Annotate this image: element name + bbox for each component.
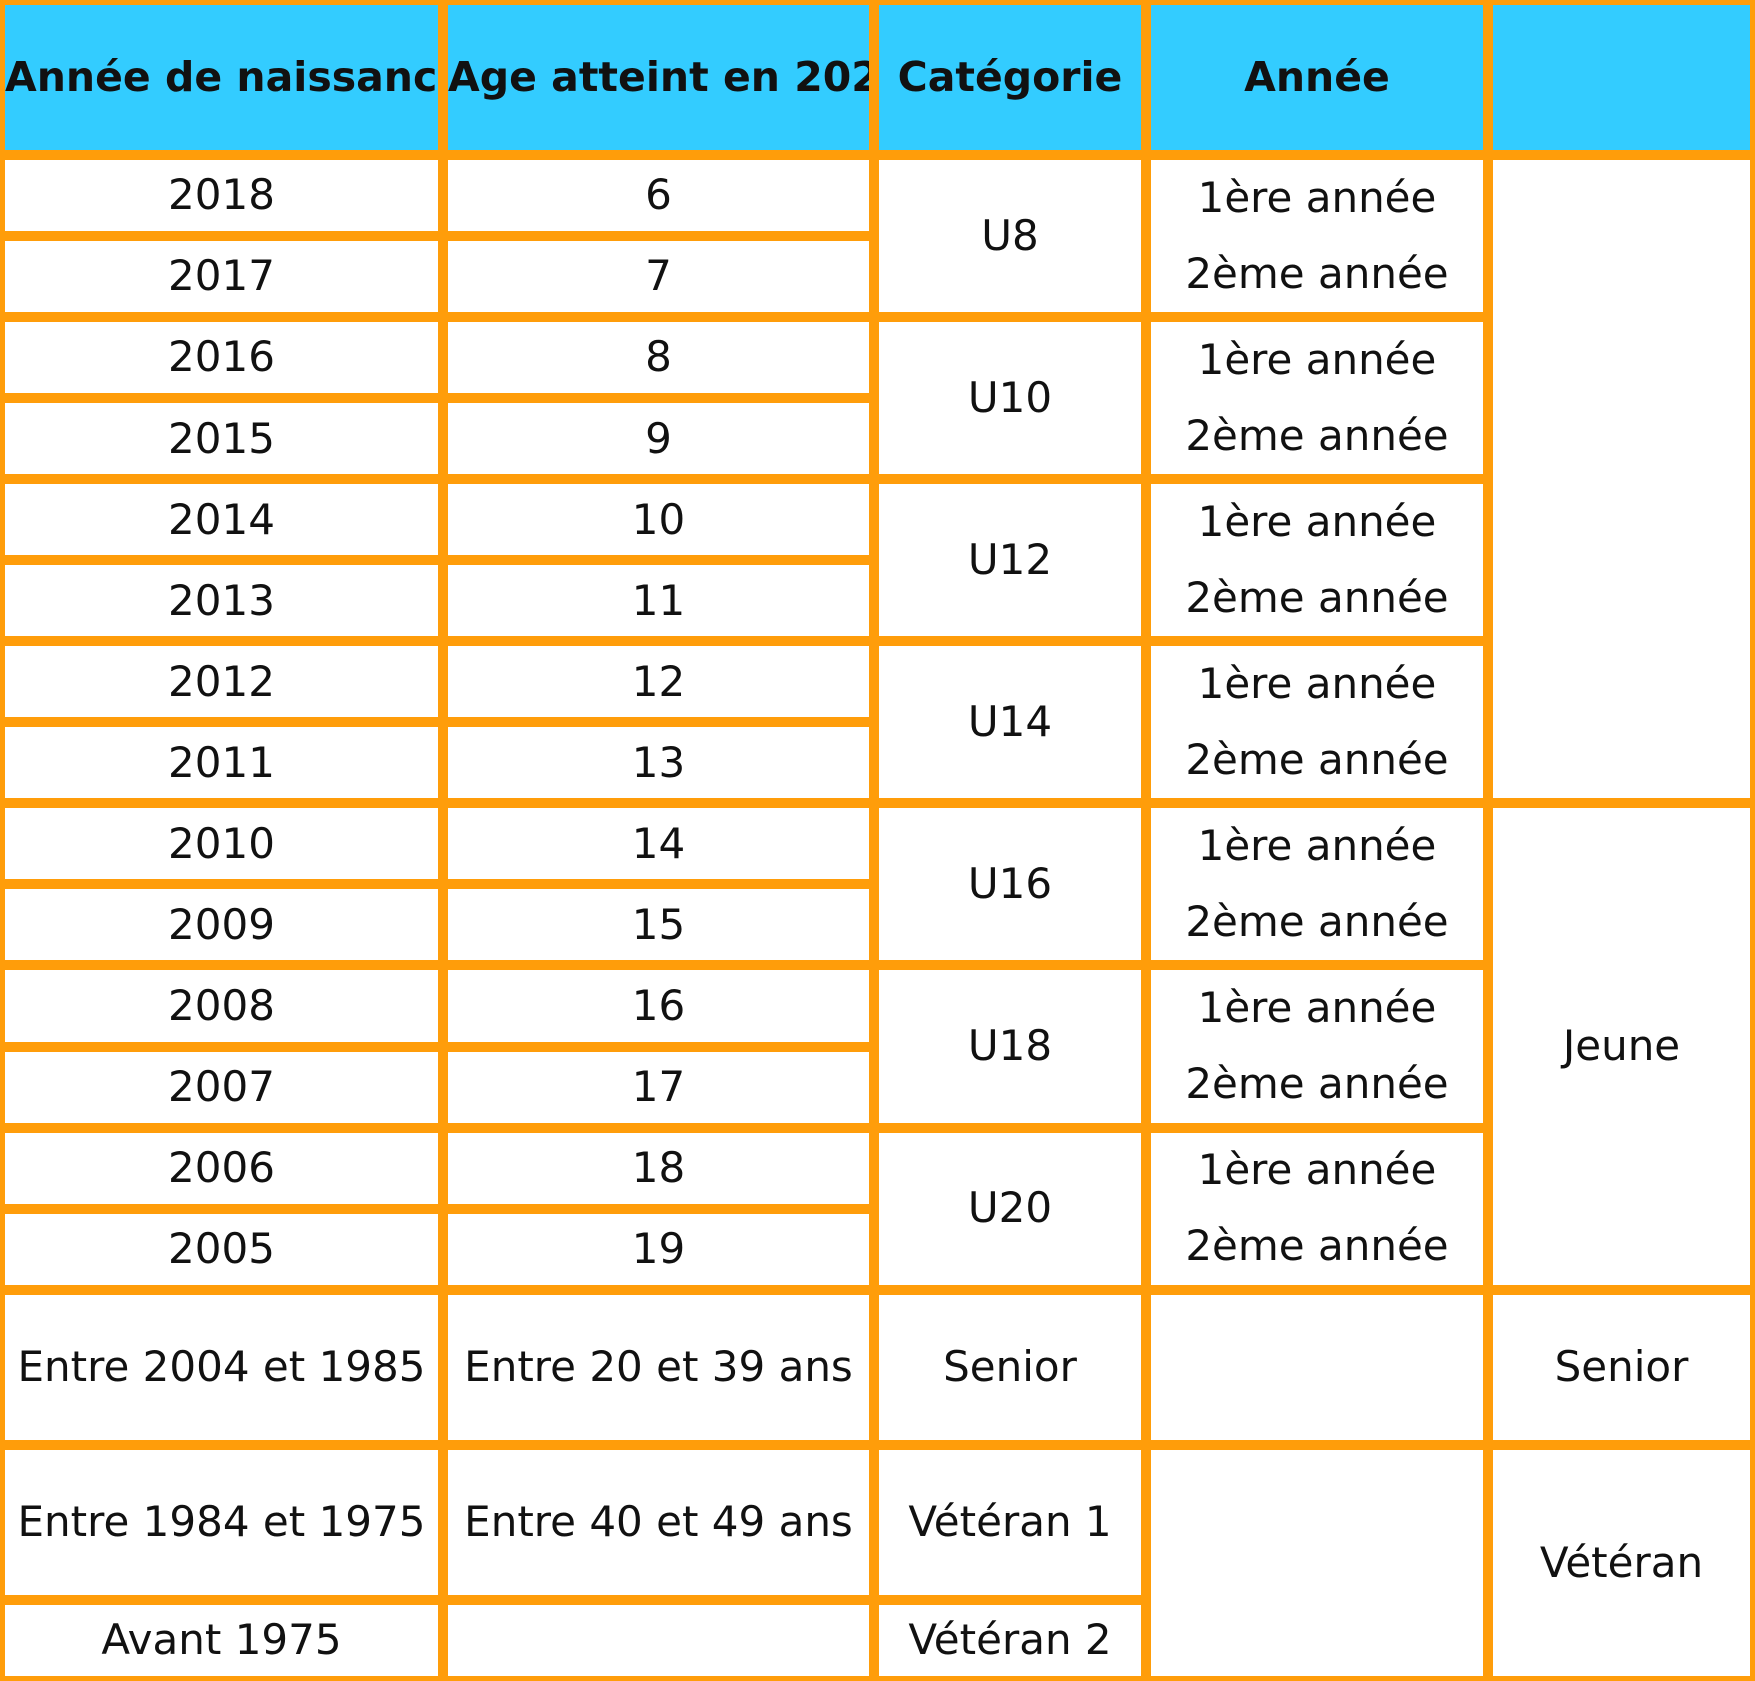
birth-year-cell: 2006 [0, 1127, 443, 1209]
category-cell-u20: U20 [874, 1127, 1146, 1290]
year-second-label: 2ème année [1185, 411, 1449, 461]
year-first-label: 1ère année [1197, 659, 1437, 709]
year-cell: 1ère année 2ème année [1146, 965, 1488, 1128]
birth-year-cell: 2016 [0, 317, 443, 399]
age-cell: 7 [443, 236, 874, 318]
birth-year-cell: 2014 [0, 479, 443, 561]
header-category: Catégorie [874, 0, 1146, 155]
year-second-label: 2ème année [1185, 735, 1449, 785]
group-cell-jeune: Jeune [1488, 803, 1755, 1290]
table-row: 2013 11 [0, 560, 1755, 642]
birth-year-cell: Entre 1984 et 1975 [0, 1444, 443, 1600]
table-row: 2014 10 U12 1ère année 2ème année [0, 479, 1755, 642]
veteran1-row: Entre 1984 et 1975 Entre 40 et 49 ans Vé… [0, 1444, 1755, 1681]
table-row: 2011 13 [0, 722, 1755, 804]
birth-year-cell: 2005 [0, 1208, 443, 1290]
category-cell-u18: U18 [874, 965, 1146, 1128]
group-cell-veteran: Vétéran [1488, 1444, 1755, 1681]
table-row: 2009 15 [0, 884, 1755, 966]
birth-year-cell: 2018 [0, 155, 443, 237]
table-row: 2012 12 U14 1ère année 2ème année [0, 641, 1755, 804]
year-second-label: 2ème année [1185, 1221, 1449, 1271]
year-cell: 1ère année 2ème année [1146, 641, 1488, 804]
year-cell: 1ère année 2ème année [1146, 317, 1488, 480]
year-first-label: 1ère année [1197, 334, 1437, 384]
year-second-label: 2ème année [1185, 573, 1449, 623]
header-age-2024: Age atteint en 2024 [443, 0, 874, 155]
age-cell: 15 [443, 884, 874, 966]
age-cell: 11 [443, 560, 874, 642]
birth-year-cell: 2017 [0, 236, 443, 318]
year-cell-empty [1146, 1444, 1488, 1681]
year-first-label: 1ère année [1197, 172, 1437, 222]
table-row: 2005 19 [0, 1208, 1755, 1290]
birth-year-cell: Avant 1975 [0, 1599, 443, 1681]
header-group [1488, 0, 1755, 155]
table-row: 2016 8 U10 1ère année 2ème année [0, 317, 1755, 480]
year-cell: 1ère année 2ème année [1146, 1127, 1488, 1290]
birth-year-cell: 2008 [0, 965, 443, 1047]
category-cell-senior: Senior [874, 1289, 1146, 1445]
age-cell: 9 [443, 398, 874, 480]
category-cell-u10: U10 [874, 317, 1146, 480]
year-cell: 1ère année 2ème année [1146, 155, 1488, 318]
year-first-label: 1ère année [1197, 497, 1437, 547]
category-cell-u8: U8 [874, 155, 1146, 318]
birth-year-cell: 2007 [0, 1046, 443, 1128]
birth-year-cell: 2015 [0, 398, 443, 480]
year-second-label: 2ème année [1185, 897, 1449, 947]
age-cell: 12 [443, 641, 874, 723]
age-cell: 19 [443, 1208, 874, 1290]
table-row: 2007 17 [0, 1046, 1755, 1128]
header-row: Année de naissance Age atteint en 2024 C… [0, 0, 1755, 155]
age-cell: 8 [443, 317, 874, 399]
year-second-label: 2ème année [1185, 248, 1449, 298]
birth-year-cell: 2013 [0, 560, 443, 642]
veteran2-row: Avant 1975 Vétéran 2 [0, 1599, 1755, 1681]
age-cell: 10 [443, 479, 874, 561]
year-cell: 1ère année 2ème année [1146, 803, 1488, 966]
birth-year-cell: 2010 [0, 803, 443, 885]
group-cell-senior: Senior [1488, 1289, 1755, 1445]
table-row: 2008 16 U18 1ère année 2ème année [0, 965, 1755, 1128]
age-cell: 18 [443, 1127, 874, 1209]
category-cell-u12: U12 [874, 479, 1146, 642]
birth-year-cell: 2012 [0, 641, 443, 723]
category-cell-u14: U14 [874, 641, 1146, 804]
age-cell: 16 [443, 965, 874, 1047]
group-cell-empty [1488, 155, 1755, 804]
senior-row: Entre 2004 et 1985 Entre 20 et 39 ans Se… [0, 1289, 1755, 1445]
table-row: 2017 7 [0, 236, 1755, 318]
year-cell: 1ère année 2ème année [1146, 479, 1488, 642]
age-cell: Entre 40 et 49 ans [443, 1444, 874, 1600]
age-cell: 17 [443, 1046, 874, 1128]
category-cell-u16: U16 [874, 803, 1146, 966]
age-cell: Entre 20 et 39 ans [443, 1289, 874, 1445]
category-cell-veteran2: Vétéran 2 [874, 1599, 1146, 1681]
age-cell: 14 [443, 803, 874, 885]
header-year: Année [1146, 0, 1488, 155]
birth-year-cell: 2011 [0, 722, 443, 804]
year-second-label: 2ème année [1185, 1059, 1449, 1109]
table-row: 2015 9 [0, 398, 1755, 480]
year-cell-empty [1146, 1289, 1488, 1445]
year-first-label: 1ère année [1197, 983, 1437, 1033]
table-row: 2018 6 U8 1ère année 2ème année [0, 155, 1755, 804]
header-birth-year: Année de naissance [0, 0, 443, 155]
age-cell: 13 [443, 722, 874, 804]
birth-year-cell: Entre 2004 et 1985 [0, 1289, 443, 1445]
birth-year-cell: 2009 [0, 884, 443, 966]
table-row: 2010 14 U16 1ère année 2ème année Jeune [0, 803, 1755, 1290]
year-first-label: 1ère année [1197, 1145, 1437, 1195]
category-cell-veteran1: Vétéran 1 [874, 1444, 1146, 1600]
table-row: 2006 18 U20 1ère année 2ème année [0, 1127, 1755, 1290]
age-cell: 6 [443, 155, 874, 237]
age-cell [443, 1599, 874, 1681]
year-first-label: 1ère année [1197, 821, 1437, 871]
